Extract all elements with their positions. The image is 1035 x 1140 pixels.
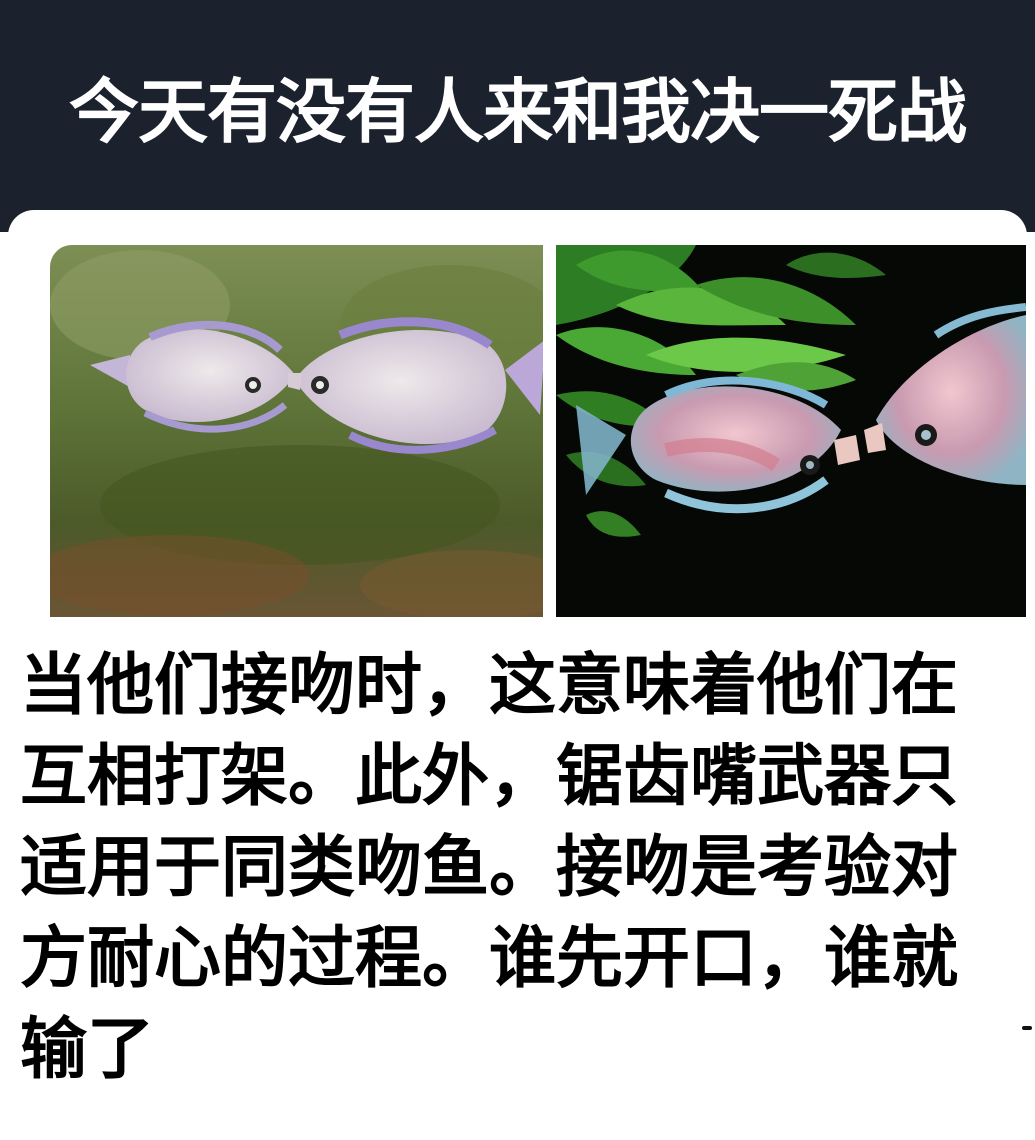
caption-line: 互相打架。此外，锯齿嘴武器只 [20, 737, 958, 815]
meme-caption: 当他们接吻时，这意味着他们在 互相打架。此外，锯齿嘴武器只 适用于同类吻鱼。接吻… [20, 640, 1020, 1095]
caption-line: 输了 [20, 1010, 154, 1088]
kissing-fish-photo-right [556, 245, 1026, 617]
header-band [0, 0, 1035, 232]
caption-line: 当他们接吻时，这意味着他们在 [20, 646, 958, 724]
kissing-fish-photo-left [50, 245, 543, 617]
caption-line: 适用于同类吻鱼。接吻是考验对 [20, 828, 958, 906]
edge-mark [1022, 1026, 1032, 1030]
photo-divider [543, 245, 556, 617]
meme-title: 今天有没有人来和我决一死战 [69, 71, 967, 153]
caption-line: 方耐心的过程。谁先开口，谁就 [20, 919, 958, 997]
